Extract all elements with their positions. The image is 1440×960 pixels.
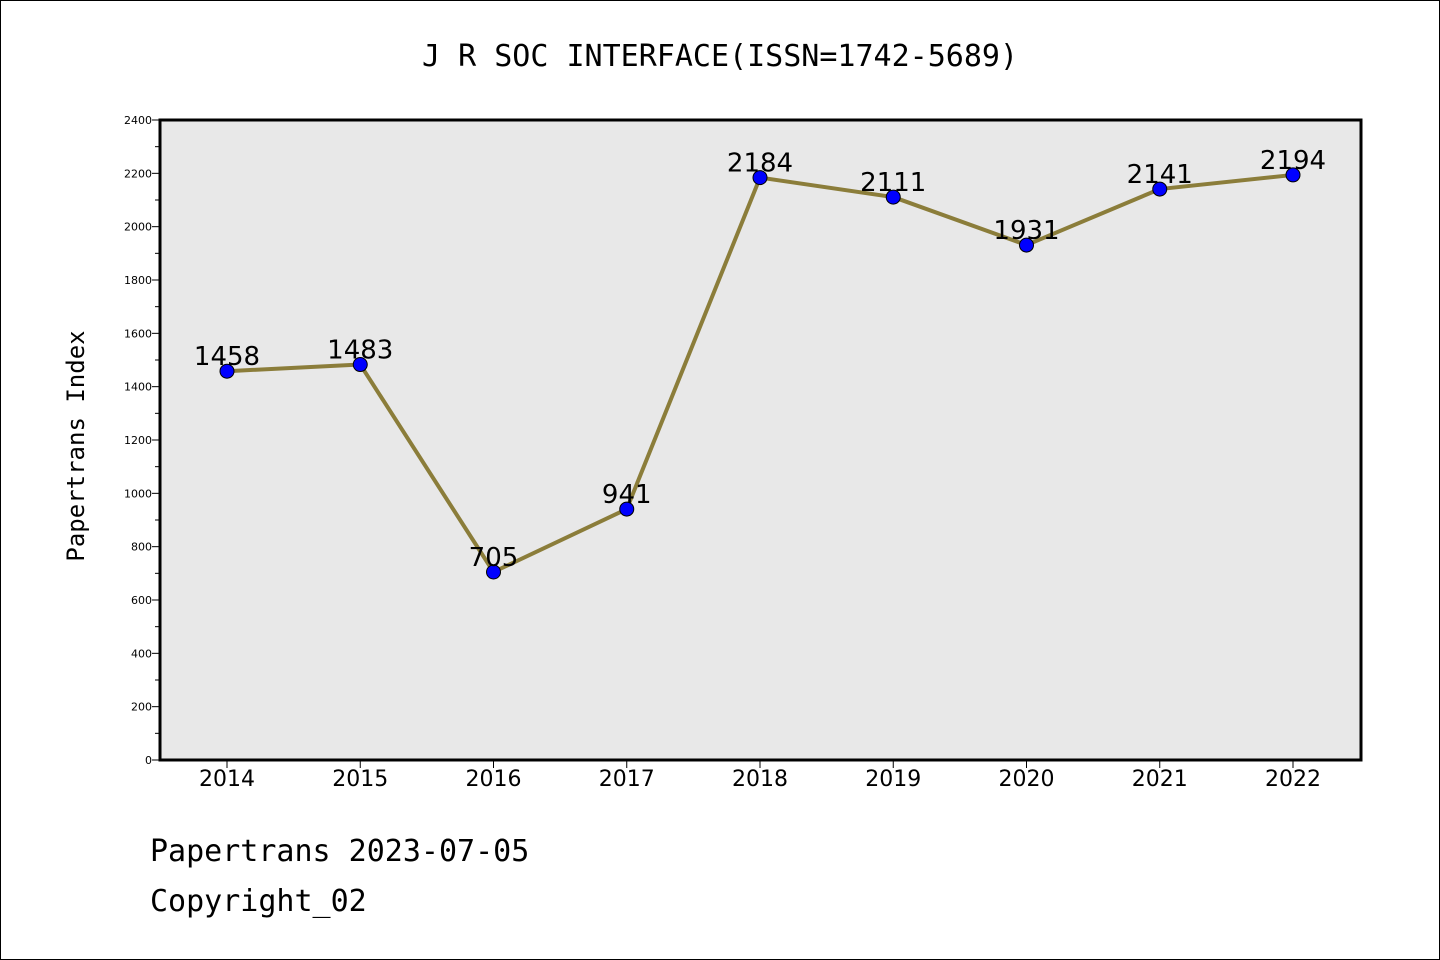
data-point: [352, 357, 368, 373]
y-tick-label: 1000: [124, 487, 152, 500]
chart-title: J R SOC INTERFACE(ISSN=1742-5689): [422, 39, 1018, 74]
data-label: 2184: [727, 149, 793, 179]
data-label: 2194: [1260, 146, 1326, 176]
y-tick-label: 2200: [124, 167, 152, 180]
data-label: 2141: [1127, 160, 1193, 190]
y-tick-label: 2000: [124, 221, 152, 234]
footer-copyright: Copyright_02: [150, 884, 367, 919]
x-axis: 2014 2015 2016 2017 2018 2019 2020 2021 2022: [199, 760, 1321, 792]
x-tick-label: 2017: [599, 767, 655, 792]
y-tick-label: 0: [145, 754, 152, 767]
data-label: 2111: [860, 168, 926, 198]
data-point: [1285, 167, 1301, 183]
data-point: [219, 363, 235, 379]
data-point: [1152, 181, 1168, 197]
data-point: [752, 170, 768, 186]
y-tick-label: 2400: [124, 114, 152, 127]
data-point: [1019, 237, 1034, 253]
y-tick-label: 1200: [124, 434, 152, 447]
plot-area: [160, 120, 1361, 760]
data-point: [885, 189, 901, 205]
y-tick-label: 1400: [124, 381, 152, 394]
y-tick-label: 800: [131, 541, 152, 554]
x-tick-label: 2015: [332, 767, 388, 792]
data-label: 1458: [194, 342, 260, 372]
y-axis-label: Papertrans Index: [62, 330, 90, 561]
series-line-group: 1458 1483 705 941 2184 2111 1931 2141 2194: [194, 146, 1326, 580]
x-tick-label: 2021: [1132, 767, 1188, 792]
y-tick-label: 200: [131, 701, 152, 714]
x-tick-label: 2020: [999, 767, 1055, 792]
data-label: 1931: [993, 216, 1059, 246]
data-label: 705: [469, 543, 519, 573]
y-tick-label: 1600: [124, 327, 152, 340]
data-point: [619, 501, 635, 517]
x-tick-label: 2022: [1265, 767, 1321, 792]
x-tick-label: 2014: [199, 767, 255, 792]
y-tick-label: 400: [131, 647, 152, 660]
plot-border: [158, 118, 1363, 762]
y-axis: 0 200 400 600 800 1000 1200 1400 1600 1800 2000 220…: [124, 114, 160, 767]
footer-source: Papertrans 2023-07-05: [150, 834, 530, 869]
data-point: [486, 564, 501, 580]
x-tick-label: 2018: [732, 767, 788, 792]
data-label: 1483: [327, 336, 393, 366]
y-tick-label: 600: [131, 594, 152, 607]
y-tick-label: 1800: [124, 274, 152, 287]
x-tick-label: 2019: [865, 767, 921, 792]
data-label: 941: [602, 480, 652, 510]
x-tick-label: 2016: [466, 767, 522, 792]
